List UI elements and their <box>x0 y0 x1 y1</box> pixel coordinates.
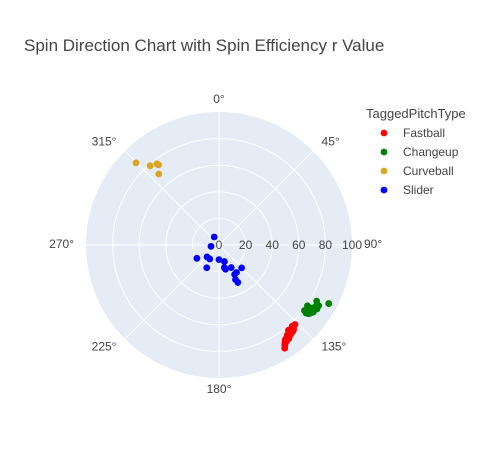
legend-marker-fastball <box>380 129 388 137</box>
legend[interactable]: TaggedPitchType Fastball Changeup Curvebal… <box>366 106 466 197</box>
legend-title: TaggedPitchType <box>366 106 466 121</box>
legend-label-slider: Slider <box>403 183 434 197</box>
legend-item-fastball[interactable]: Fastball <box>380 126 445 140</box>
polar-grid <box>86 112 352 378</box>
legend-item-slider[interactable]: Slider <box>380 183 434 197</box>
data-point-slider[interactable] <box>231 270 239 278</box>
angular-grid-spoke <box>124 244 220 340</box>
legend-label-fastball: Fastball <box>403 126 445 140</box>
legend-label-curveball: Curveball <box>403 164 454 178</box>
chart-title: Spin Direction Chart with Spin Efficienc… <box>24 36 384 55</box>
legend-marker-slider <box>380 186 388 194</box>
legend-label-changeup: Changeup <box>403 145 459 159</box>
radial-tick-label: 80 <box>319 238 333 252</box>
legend-marker-curveball <box>380 167 388 175</box>
angular-tick-label: 270° <box>49 237 74 251</box>
angular-grid-spoke <box>124 150 220 246</box>
data-point-curveball[interactable] <box>146 162 154 170</box>
data-points <box>132 159 333 352</box>
radial-axis-labels: 0 20 40 60 80 100 <box>216 238 363 252</box>
data-point-curveball[interactable] <box>155 161 162 169</box>
angular-tick-label: 45° <box>322 135 340 149</box>
angular-tick-label: 90° <box>364 237 382 251</box>
angular-tick-label: 225° <box>92 340 117 354</box>
legend-item-curveball[interactable]: Curveball <box>380 164 454 178</box>
radial-tick-label: 40 <box>266 238 280 252</box>
radial-tick-label: 0 <box>216 238 223 252</box>
data-point-curveball[interactable] <box>155 170 163 178</box>
data-point-slider[interactable] <box>203 264 211 272</box>
data-point-slider[interactable] <box>193 254 201 262</box>
data-point-slider[interactable] <box>203 253 211 261</box>
angular-tick-label: 315° <box>92 135 117 149</box>
data-point-curveball[interactable] <box>132 159 140 167</box>
radial-tick-label: 20 <box>239 238 253 252</box>
data-point-fastball[interactable] <box>285 335 293 343</box>
angular-tick-label: 135° <box>322 340 347 354</box>
radial-tick-label: 60 <box>292 238 306 252</box>
angular-tick-label: 180° <box>207 382 232 396</box>
angular-axis-labels: 0° 45° 90° 135° 180° 225° 270° 315° <box>49 92 382 396</box>
data-point-changeup[interactable] <box>315 302 323 309</box>
data-point-slider[interactable] <box>215 256 223 264</box>
data-point-slider[interactable] <box>220 258 228 265</box>
legend-marker-changeup <box>380 148 388 156</box>
data-point-changeup[interactable] <box>325 300 333 307</box>
radial-tick-label: 100 <box>342 238 362 252</box>
data-point-slider[interactable] <box>222 265 229 273</box>
data-point-slider[interactable] <box>238 264 246 272</box>
legend-item-changeup[interactable]: Changeup <box>380 145 459 159</box>
angular-tick-label: 0° <box>213 92 225 106</box>
data-point-slider[interactable] <box>227 264 235 271</box>
data-point-changeup[interactable] <box>305 307 313 315</box>
data-point-slider[interactable] <box>210 233 218 241</box>
data-point-slider[interactable] <box>207 242 215 250</box>
angular-grid-spoke <box>218 150 314 246</box>
data-point-fastball[interactable] <box>291 321 299 328</box>
data-point-slider[interactable] <box>234 279 242 286</box>
